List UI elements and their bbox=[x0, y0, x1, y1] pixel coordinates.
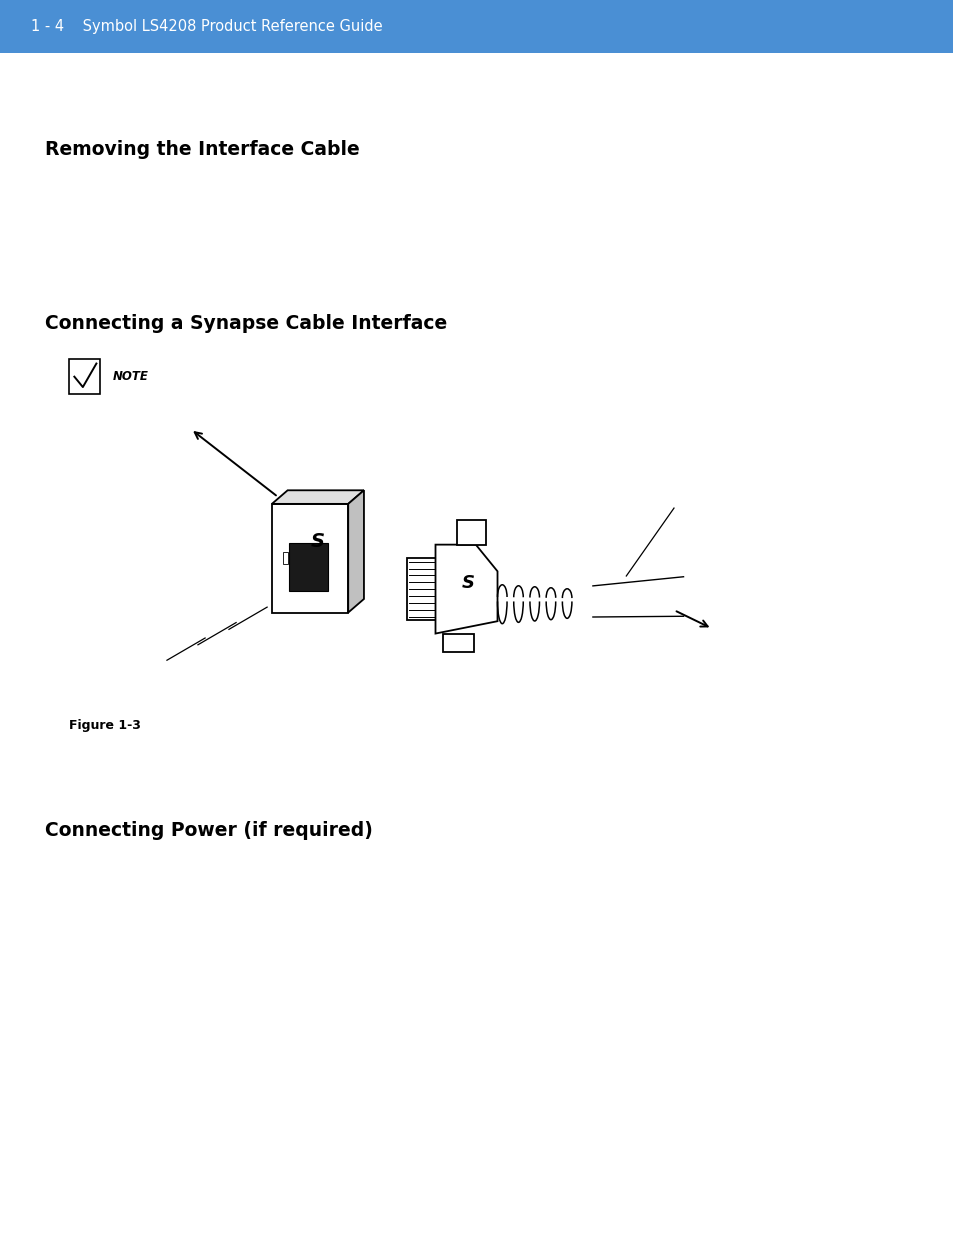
Bar bbox=[406, 558, 435, 620]
Text: S: S bbox=[311, 532, 324, 551]
Polygon shape bbox=[272, 490, 364, 504]
Polygon shape bbox=[435, 545, 497, 634]
Polygon shape bbox=[442, 634, 474, 652]
Text: Removing the Interface Cable: Removing the Interface Cable bbox=[45, 140, 359, 158]
Text: 1 - 4    Symbol LS4208 Product Reference Guide: 1 - 4 Symbol LS4208 Product Reference Gu… bbox=[30, 19, 382, 35]
Bar bbox=[289, 543, 328, 590]
Polygon shape bbox=[456, 520, 486, 545]
Bar bbox=[0, 0, 953, 53]
Polygon shape bbox=[348, 490, 364, 613]
Text: NOTE: NOTE bbox=[112, 370, 149, 383]
Text: S: S bbox=[460, 574, 474, 592]
Text: Connecting Power (if required): Connecting Power (if required) bbox=[45, 821, 373, 840]
Text: Connecting a Synapse Cable Interface: Connecting a Synapse Cable Interface bbox=[45, 314, 447, 332]
Bar bbox=[283, 552, 288, 564]
Bar bbox=[69, 359, 100, 394]
Polygon shape bbox=[272, 504, 348, 613]
Text: Figure 1-3: Figure 1-3 bbox=[69, 719, 140, 732]
